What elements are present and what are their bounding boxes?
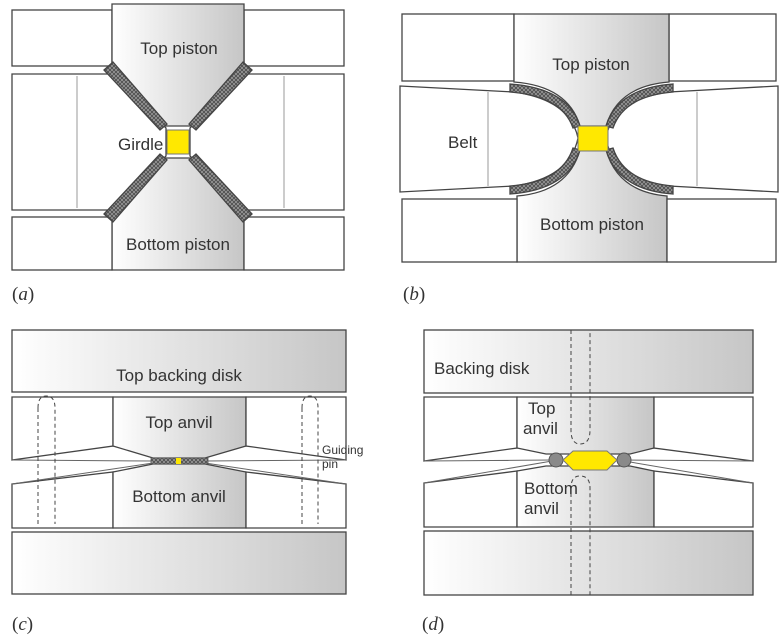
top-backing-disk xyxy=(11,329,347,393)
gasket-top-right xyxy=(605,83,674,129)
gasket-ring-right xyxy=(616,452,632,468)
label-pin: pin xyxy=(322,457,338,471)
guide-channel-top xyxy=(570,330,591,445)
label-top-anvil: Top anvil xyxy=(145,413,212,432)
gasket-top-right xyxy=(188,61,253,131)
bottom-left-block xyxy=(11,216,113,271)
panel-d xyxy=(423,329,754,596)
guiding-pin-left xyxy=(37,395,56,524)
bottom-right-block xyxy=(243,216,345,271)
bottom-left-seat xyxy=(11,471,114,529)
sample xyxy=(562,450,618,471)
panel-b xyxy=(399,13,779,263)
caption-d: (d) xyxy=(422,614,444,635)
top-right-block xyxy=(243,9,345,67)
label-anvil-bottom: anvil xyxy=(524,499,559,518)
gasket-bottom-right xyxy=(605,147,674,195)
guiding-pin-right xyxy=(301,395,319,524)
bottom-right-seat xyxy=(245,471,347,529)
label-anvil-top: anvil xyxy=(523,419,558,438)
bottom-left-seat xyxy=(423,470,518,528)
top-left-block xyxy=(401,13,515,82)
bottom-left-block xyxy=(401,198,518,263)
gasket-top-left xyxy=(509,83,581,129)
top-left-seat xyxy=(423,396,518,462)
caption-a: (a) xyxy=(12,284,34,305)
label-top: Top xyxy=(528,399,555,418)
panel-c xyxy=(11,329,347,595)
caption-b: (b) xyxy=(403,284,425,305)
panel-a xyxy=(11,3,345,271)
gasket-ring-left xyxy=(548,452,564,468)
bottom-right-block xyxy=(666,198,777,263)
label-bottom-piston: Bottom piston xyxy=(126,235,230,254)
label-girdle: Girdle xyxy=(118,135,163,154)
gasket-bottom-left xyxy=(509,147,581,195)
label-bottom: Bottom xyxy=(524,479,578,498)
label-bottom-piston: Bottom piston xyxy=(540,215,644,234)
label-top-piston: Top piston xyxy=(552,55,630,74)
label-backing-disk: Backing disk xyxy=(434,359,530,378)
top-left-block xyxy=(11,9,113,67)
top-left-seat xyxy=(11,396,114,461)
label-belt: Belt xyxy=(448,133,478,152)
sample xyxy=(577,125,609,152)
bottom-backing-disk xyxy=(11,531,347,595)
label-bottom-anvil: Bottom anvil xyxy=(132,487,226,506)
top-right-seat xyxy=(653,396,754,462)
gasket-bottom-right xyxy=(188,153,253,223)
bottom-right-seat xyxy=(653,470,754,528)
label-guiding: Guiding xyxy=(322,443,363,457)
gasket-bottom-left xyxy=(103,153,168,223)
backing-disk-bottom xyxy=(423,530,754,596)
caption-c: (c) xyxy=(12,614,33,635)
sample xyxy=(166,129,190,155)
top-right-block xyxy=(668,13,777,82)
gasket-top-left xyxy=(103,61,168,131)
label-top-piston: Top piston xyxy=(140,39,218,58)
sample xyxy=(176,458,181,464)
label-top-backing-disk: Top backing disk xyxy=(116,366,242,385)
backing-disk-top xyxy=(423,329,754,394)
